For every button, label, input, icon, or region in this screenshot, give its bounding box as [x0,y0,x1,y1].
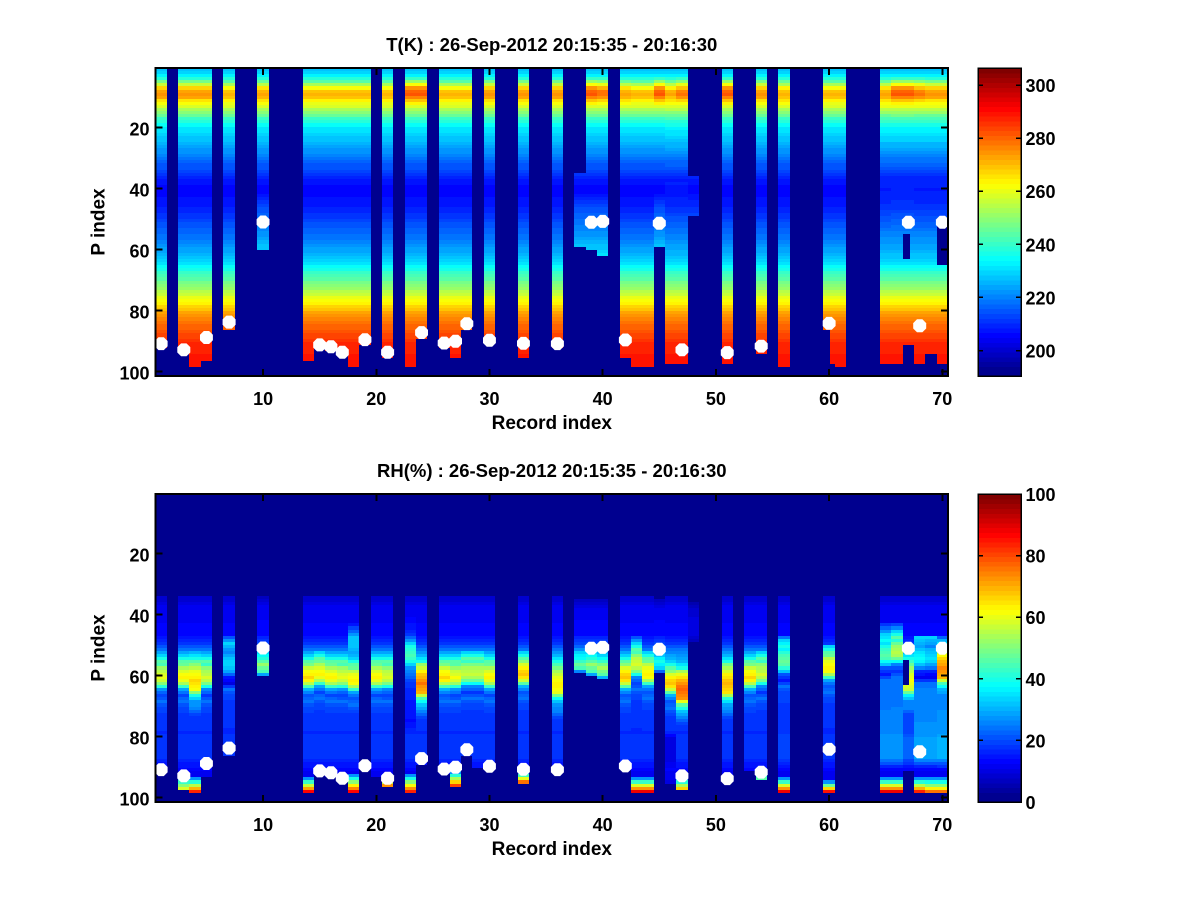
svg-text:220: 220 [1026,288,1056,308]
svg-text:260: 260 [1026,182,1056,202]
svg-text:Record index: Record index [492,839,613,860]
svg-text:30: 30 [479,389,499,409]
svg-text:20: 20 [129,546,149,566]
svg-text:100: 100 [119,789,149,809]
svg-text:80: 80 [1026,547,1046,567]
svg-text:40: 40 [129,607,149,627]
svg-text:20: 20 [1026,731,1046,751]
svg-text:80: 80 [129,302,149,322]
svg-text:20: 20 [129,120,149,140]
svg-text:60: 60 [129,241,149,261]
svg-text:100: 100 [1026,485,1056,505]
svg-text:70: 70 [932,389,952,409]
svg-text:50: 50 [706,389,726,409]
svg-text:100: 100 [119,363,149,383]
svg-text:40: 40 [593,389,613,409]
svg-text:T(K) : 26-Sep-2012 20:15:35 -: T(K) : 26-Sep-2012 20:15:35 - 20:16:30 [386,34,717,55]
svg-text:280: 280 [1026,129,1056,149]
svg-text:20: 20 [366,815,386,835]
svg-text:80: 80 [129,728,149,748]
svg-text:Record index: Record index [492,413,613,434]
svg-text:10: 10 [253,389,273,409]
svg-text:40: 40 [1026,670,1046,690]
svg-text:240: 240 [1026,235,1056,255]
svg-text:RH(%) : 26-Sep-2012 20:15:35 -: RH(%) : 26-Sep-2012 20:15:35 - 20:16:30 [377,460,727,481]
svg-text:P index: P index [89,188,110,256]
svg-text:50: 50 [706,815,726,835]
svg-text:70: 70 [932,815,952,835]
svg-text:10: 10 [253,815,273,835]
svg-text:60: 60 [129,667,149,687]
svg-text:P index: P index [89,614,110,682]
svg-text:60: 60 [819,389,839,409]
svg-text:40: 40 [593,815,613,835]
svg-text:200: 200 [1026,342,1056,362]
svg-text:20: 20 [366,389,386,409]
svg-text:60: 60 [819,815,839,835]
svg-text:0: 0 [1026,793,1036,813]
svg-text:300: 300 [1026,76,1056,96]
svg-text:30: 30 [479,815,499,835]
svg-text:60: 60 [1026,608,1046,628]
svg-text:40: 40 [129,181,149,201]
